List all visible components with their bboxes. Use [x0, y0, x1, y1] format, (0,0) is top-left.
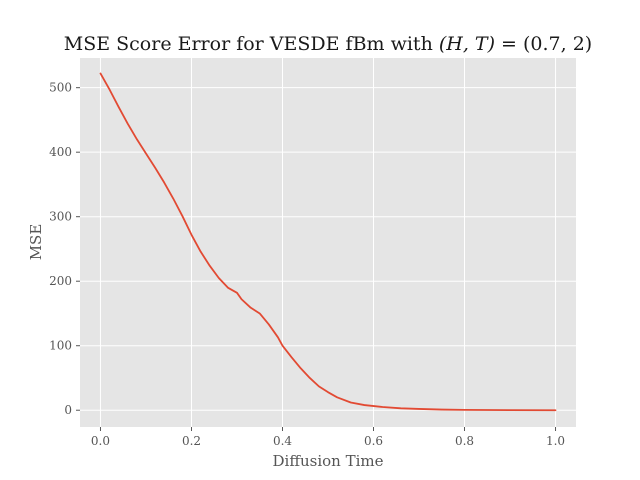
- y-tick-label: 300: [49, 210, 72, 224]
- axis-ticks: 0.0 0.2 0.4 0.6 0.8 1.0 0 100 200 300 400 500: [49, 81, 565, 448]
- y-tick-label: 0: [64, 403, 72, 417]
- chart-title-math-eq: = (0.7, 2): [495, 33, 592, 55]
- x-tick-label: 0.2: [182, 434, 201, 448]
- x-tick-label: 1.0: [546, 434, 565, 448]
- x-tick-label: 0.0: [91, 434, 110, 448]
- x-tick-label: 0.6: [364, 434, 383, 448]
- chart-title: MSE Score Error for VESDE fBm with (H, T…: [64, 33, 592, 55]
- y-tick-label: 100: [49, 339, 72, 353]
- plot-area: [80, 58, 576, 427]
- chart-title-text: MSE Score Error for VESDE fBm with: [64, 33, 439, 55]
- y-tick-label: 500: [49, 81, 72, 95]
- y-tick-label: 400: [49, 145, 72, 159]
- x-axis-label: Diffusion Time: [273, 452, 384, 470]
- x-tick-label: 0.8: [455, 434, 474, 448]
- y-tick-label: 200: [49, 274, 72, 288]
- chart-title-math-lhs: (H, T): [439, 33, 495, 55]
- y-axis-label: MSE: [27, 224, 45, 261]
- grid-lines: [80, 58, 576, 427]
- mse-series-line: [99, 72, 557, 412]
- x-tick-label: 0.4: [273, 434, 292, 448]
- series-layer: [99, 72, 557, 412]
